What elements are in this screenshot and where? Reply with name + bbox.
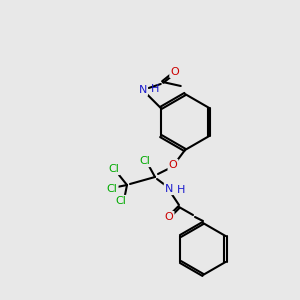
- Text: Cl: Cl: [106, 184, 117, 194]
- Text: Cl: Cl: [109, 164, 119, 174]
- Text: N: N: [165, 184, 173, 194]
- Text: Cl: Cl: [140, 156, 150, 166]
- Text: Cl: Cl: [116, 196, 126, 206]
- Text: H: H: [151, 84, 159, 94]
- Text: N: N: [139, 85, 147, 95]
- Text: H: H: [177, 185, 185, 195]
- Text: O: O: [169, 160, 177, 170]
- Text: O: O: [170, 67, 179, 77]
- Text: O: O: [165, 212, 173, 222]
